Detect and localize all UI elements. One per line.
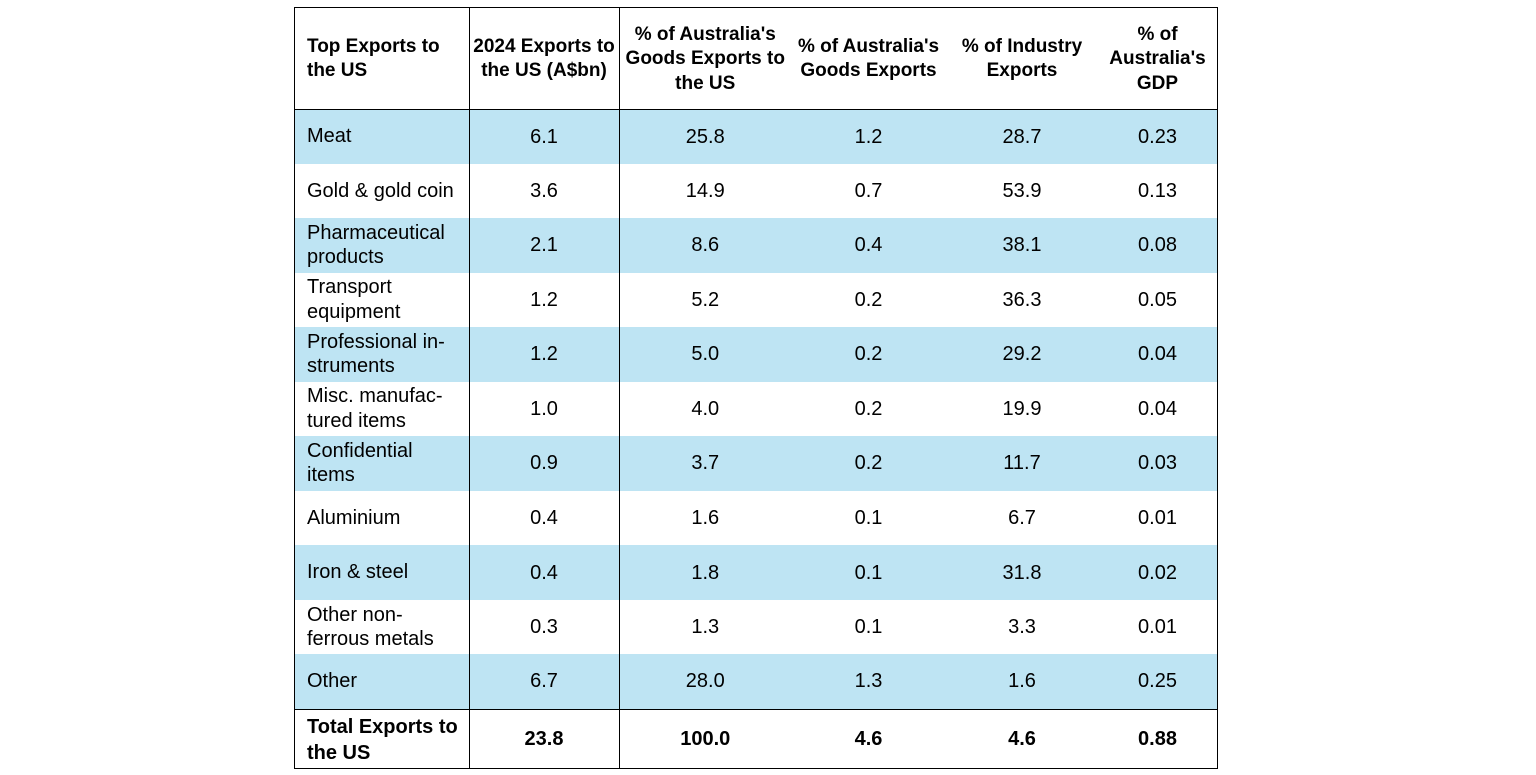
header-pct-goods-exports-us: % of Australia's Goods Exports to the US: [619, 8, 791, 110]
table-cell: 25.8: [619, 109, 791, 164]
table-cell: 0.23: [1098, 109, 1217, 164]
table-row: Misc. manufac-tured items 1.0 4.0 0.2 19.9 0.…: [295, 381, 1217, 437]
table-cell: 0.08: [1098, 218, 1217, 273]
total-cell: 4.6: [791, 708, 946, 768]
table-cell: 0.1: [791, 490, 946, 546]
table-cell: 28.0: [619, 654, 791, 709]
row-label: Other: [295, 654, 470, 709]
table-cell: 3.7: [619, 436, 791, 491]
row-label: Iron & steel: [295, 545, 470, 600]
table-cell: 0.2: [791, 436, 946, 491]
table-cell: 38.1: [946, 218, 1098, 273]
total-cell: 4.6: [946, 708, 1098, 768]
table-cell: 0.04: [1098, 381, 1217, 437]
row-label: Aluminium: [295, 490, 470, 546]
table-cell: 6.7: [469, 654, 620, 709]
table-cell: 36.3: [946, 272, 1098, 328]
table-cell: 0.4: [469, 545, 620, 600]
row-label: Meat: [295, 109, 470, 164]
table-cell: 53.9: [946, 163, 1098, 219]
table-body: Meat 6.1 25.8 1.2 28.7 0.23 Gold & gold coin 3.…: [295, 109, 1217, 709]
table-cell: 0.02: [1098, 545, 1217, 600]
table-cell: 0.04: [1098, 327, 1217, 382]
total-label: Total Exports to the US: [295, 708, 470, 768]
table-cell: 8.6: [619, 218, 791, 273]
table-cell: 2.1: [469, 218, 620, 273]
table-row: Meat 6.1 25.8 1.2 28.7 0.23: [295, 109, 1217, 164]
table-cell: 6.1: [469, 109, 620, 164]
table-row: Confidential items 0.9 3.7 0.2 11.7 0.03: [295, 436, 1217, 491]
table-cell: 0.13: [1098, 163, 1217, 219]
table-cell: 0.1: [791, 545, 946, 600]
table-cell: 1.3: [791, 654, 946, 709]
table-cell: 0.4: [791, 218, 946, 273]
row-label: Pharmaceutical products: [295, 218, 470, 273]
table-cell: 3.6: [469, 163, 620, 219]
table-cell: 19.9: [946, 381, 1098, 437]
table-cell: 1.6: [619, 490, 791, 546]
exports-table-container: Top Exports to the US 2024 Exports to th…: [294, 7, 1218, 769]
table-cell: 0.1: [791, 599, 946, 655]
table-cell: 1.2: [469, 327, 620, 382]
total-cell: 0.88: [1098, 708, 1217, 768]
table-total-row: Total Exports to the US 23.8 100.0 4.6 4…: [295, 708, 1217, 768]
row-label: Professional in-struments: [295, 327, 470, 382]
table-cell: 0.25: [1098, 654, 1217, 709]
table-cell: 0.01: [1098, 599, 1217, 655]
header-pct-goods-exports: % of Australia's Goods Exports: [791, 8, 946, 110]
table-cell: 1.0: [469, 381, 620, 437]
row-label: Transport equipment: [295, 272, 470, 328]
table-cell: 0.05: [1098, 272, 1217, 328]
table-cell: 28.7: [946, 109, 1098, 164]
total-cell: 100.0: [619, 708, 791, 768]
table-cell: 0.01: [1098, 490, 1217, 546]
table-row: Other non-ferrous metals 0.3 1.3 0.1 3.3 0.01: [295, 599, 1217, 655]
table-cell: 1.2: [791, 109, 946, 164]
table-cell: 0.2: [791, 327, 946, 382]
table-row: Transport equipment 1.2 5.2 0.2 36.3 0.05: [295, 272, 1217, 328]
row-label: Confidential items: [295, 436, 470, 491]
table-cell: 0.3: [469, 599, 620, 655]
table-cell: 0.03: [1098, 436, 1217, 491]
table-cell: 0.9: [469, 436, 620, 491]
table-cell: 5.2: [619, 272, 791, 328]
table-row: Pharmaceutical products 2.1 8.6 0.4 38.1 0.08: [295, 218, 1217, 273]
row-label: Misc. manufac-tured items: [295, 381, 470, 437]
table-cell: 14.9: [619, 163, 791, 219]
header-pct-industry-exports: % of Industry Exports: [946, 8, 1098, 110]
header-pct-gdp: % of Australia's GDP: [1098, 8, 1217, 110]
header-2024-exports: 2024 Exports to the US (A$bn): [469, 8, 620, 110]
table-cell: 1.3: [619, 599, 791, 655]
table-cell: 0.7: [791, 163, 946, 219]
row-label: Gold & gold coin: [295, 163, 470, 219]
table-cell: 4.0: [619, 381, 791, 437]
table-cell: 6.7: [946, 490, 1098, 546]
table-cell: 1.8: [619, 545, 791, 600]
table-row: Aluminium 0.4 1.6 0.1 6.7 0.01: [295, 490, 1217, 546]
table-cell: 0.2: [791, 381, 946, 437]
exports-table: Top Exports to the US 2024 Exports to th…: [295, 8, 1217, 768]
table-row: Gold & gold coin 3.6 14.9 0.7 53.9 0.13: [295, 163, 1217, 219]
table-header-row: Top Exports to the US 2024 Exports to th…: [295, 8, 1217, 110]
table-cell: 0.4: [469, 490, 620, 546]
table-cell: 5.0: [619, 327, 791, 382]
table-cell: 29.2: [946, 327, 1098, 382]
total-cell: 23.8: [469, 708, 620, 768]
table-row: Iron & steel 0.4 1.8 0.1 31.8 0.02: [295, 545, 1217, 600]
table-cell: 3.3: [946, 599, 1098, 655]
header-top-exports: Top Exports to the US: [295, 8, 470, 110]
row-label: Other non-ferrous metals: [295, 599, 470, 655]
table-row: Other 6.7 28.0 1.3 1.6 0.25: [295, 654, 1217, 709]
table-cell: 1.2: [469, 272, 620, 328]
table-cell: 11.7: [946, 436, 1098, 491]
table-row: Professional in-struments 1.2 5.0 0.2 29.2 0.…: [295, 327, 1217, 382]
table-cell: 0.2: [791, 272, 946, 328]
table-cell: 31.8: [946, 545, 1098, 600]
table-cell: 1.6: [946, 654, 1098, 709]
